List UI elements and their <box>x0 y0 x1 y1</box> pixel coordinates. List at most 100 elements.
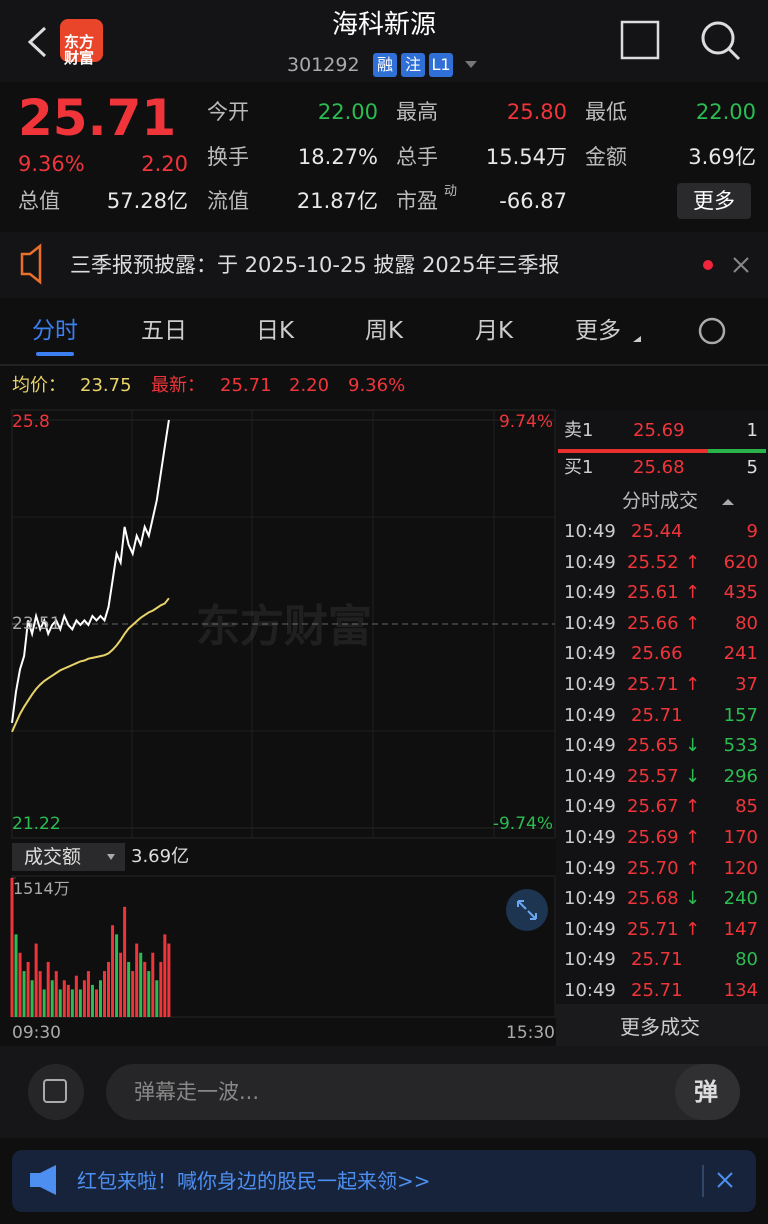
settings-icon[interactable] <box>698 317 726 345</box>
volume-bar <box>54 971 58 1017</box>
book-price: 25.69 <box>633 420 685 441</box>
tab[interactable]: 分时 <box>32 317 78 344</box>
trade-arrow: ↓ <box>685 888 701 910</box>
volume-bar <box>66 984 70 1017</box>
tab[interactable]: 五日 <box>141 317 187 344</box>
banner-bg[interactable] <box>12 1150 756 1212</box>
more-button[interactable]: 更多 <box>693 188 735 213</box>
badge-bg <box>429 53 453 77</box>
trade-price: 25.71 <box>631 980 683 1001</box>
more-trades-bg[interactable] <box>556 1004 768 1046</box>
dropdown-icon[interactable] <box>465 61 477 68</box>
pct-tick-label: 9.74% <box>498 411 553 432</box>
tab[interactable]: 周K <box>364 317 404 344</box>
buy-bar <box>708 449 766 453</box>
volume-tick-label: 1514万 <box>13 879 70 898</box>
field-value: 3.69亿 <box>688 144 756 169</box>
volume-bar <box>115 934 119 1017</box>
field-label: 市盈 <box>396 188 438 213</box>
volume-bar <box>135 943 139 1017</box>
tab[interactable]: 更多 <box>575 317 621 344</box>
trade-arrow: ↑ <box>685 674 701 695</box>
trade-volume: 435 <box>723 582 758 604</box>
volume-bar <box>50 980 54 1017</box>
input-placeholder[interactable]: 弹幕走一波... <box>134 1079 260 1104</box>
tab[interactable]: 月K <box>474 317 514 344</box>
volume-bar <box>107 961 111 1017</box>
trade-arrow: ↓ <box>685 765 701 787</box>
search-icon[interactable] <box>701 21 735 55</box>
volume-bar <box>139 952 143 1017</box>
badge-bg <box>373 53 397 77</box>
trade-volume: 147 <box>723 918 758 940</box>
trade-price: 25.52 <box>627 551 679 573</box>
banner-close[interactable] <box>717 1172 733 1188</box>
volume-bar <box>62 980 66 1017</box>
selector-arrow <box>107 854 115 860</box>
trade-arrow: ↑ <box>685 796 701 818</box>
volume-bar <box>74 975 78 1017</box>
notice-text[interactable]: 三季报预披露：于 2025-10-25 披露 2025年三季报 <box>70 252 560 277</box>
field-value: 57.28亿 <box>106 188 188 213</box>
more-btn-bg <box>677 183 751 219</box>
volume-bar <box>151 952 155 1017</box>
share-icon[interactable] <box>620 20 660 60</box>
volume-bar <box>70 989 74 1017</box>
trade-price: 25.66 <box>627 612 679 634</box>
trade-time: 10:49 <box>564 827 616 848</box>
volume-bar <box>38 971 42 1017</box>
danmu-icon <box>43 1079 67 1103</box>
back-icon[interactable] <box>27 26 47 58</box>
volume-bar <box>94 989 98 1017</box>
trade-time: 10:49 <box>564 765 616 787</box>
volume-bar <box>123 906 127 1017</box>
series-line <box>11 597 170 733</box>
volume-title[interactable]: 成交额 <box>24 845 82 868</box>
trade-arrow: ↑ <box>685 551 701 573</box>
volume-bar <box>46 961 50 1017</box>
volume-bar <box>90 984 94 1017</box>
trade-price: 25.66 <box>631 643 683 665</box>
trade-time: 10:49 <box>564 612 616 634</box>
banner-text[interactable]: 红包来啦！喊你身边的股民一起来领>> <box>77 1169 431 1193</box>
x-label: 15:30 <box>506 1022 555 1043</box>
expand-btn[interactable] <box>506 889 548 931</box>
trade-price: 25.61 <box>627 582 679 604</box>
stock-name: 海科新源 <box>331 10 437 40</box>
danmu-toggle[interactable] <box>28 1064 84 1120</box>
series-line <box>11 419 170 724</box>
volume-selector-bg[interactable] <box>12 843 125 871</box>
volume-bar <box>111 925 115 1017</box>
danmu-send[interactable]: 弹 <box>694 1078 718 1106</box>
volume-bar <box>167 943 171 1017</box>
book-side: 卖1 <box>564 420 594 441</box>
trade-time: 10:49 <box>564 918 616 940</box>
last-change: 2.20 <box>289 375 330 396</box>
close-icon[interactable] <box>733 257 749 273</box>
trade-volume: 533 <box>723 735 758 757</box>
avg-value: 23.75 <box>80 375 132 396</box>
trade-price: 25.65 <box>627 735 679 757</box>
volume-bar <box>155 980 159 1017</box>
danmu-button[interactable] <box>675 1064 740 1120</box>
book-volume: 1 <box>746 420 758 441</box>
field-value: 18.27% <box>297 144 378 169</box>
banner-icon <box>30 1165 56 1195</box>
more-trades[interactable]: 更多成交 <box>620 1015 700 1039</box>
trade-time: 10:49 <box>564 735 616 757</box>
trade-volume: 80 <box>735 612 758 634</box>
book-price: 25.68 <box>633 457 685 478</box>
tab[interactable]: 日K <box>255 317 295 344</box>
watermark: 东方财富 <box>196 601 372 652</box>
trade-volume: 9 <box>746 521 758 542</box>
field-label: 换手 <box>207 144 249 169</box>
badge-bg <box>401 53 425 77</box>
trade-price: 25.71 <box>627 674 679 695</box>
x-label: 09:30 <box>12 1022 61 1043</box>
danmu-input[interactable] <box>106 1064 740 1120</box>
logo-bg <box>60 19 103 62</box>
badge: 融 <box>376 55 394 74</box>
trade-volume: 134 <box>723 980 758 1001</box>
volume-bar <box>86 971 90 1017</box>
